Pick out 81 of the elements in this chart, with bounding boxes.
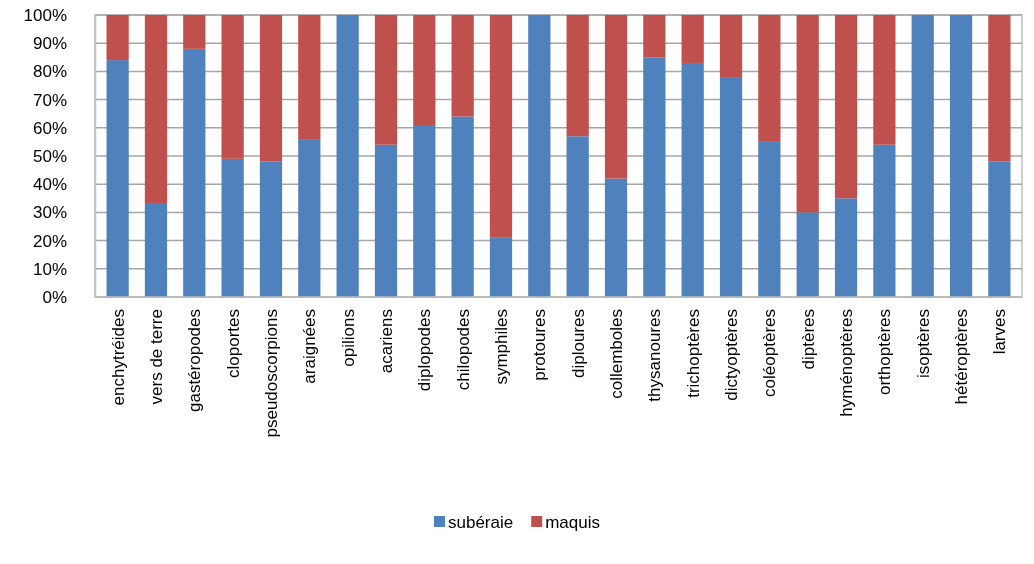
bar xyxy=(566,15,589,137)
x-tick-label: vers de terre xyxy=(146,309,166,405)
bar xyxy=(911,15,934,297)
bar xyxy=(144,15,168,204)
bar xyxy=(259,161,283,297)
x-tick-label: pseudoscorpions xyxy=(261,309,281,438)
bar xyxy=(183,48,206,297)
x-tick-label: isoptères xyxy=(913,309,933,378)
x-tick-label: diplopodes xyxy=(415,309,435,392)
bar xyxy=(796,212,819,297)
bar xyxy=(758,141,781,297)
x-tick-label: chilopodes xyxy=(453,309,473,391)
x-tick-label: enchytréides xyxy=(108,309,128,406)
y-tick-label: 90% xyxy=(32,34,67,54)
x-tick-label: dictyoptères xyxy=(721,309,741,401)
y-tick-label: 10% xyxy=(32,259,67,279)
y-tick-label: 60% xyxy=(32,118,67,138)
bar xyxy=(374,15,398,145)
bar xyxy=(413,124,436,297)
y-tick-label: 30% xyxy=(32,203,67,223)
bar xyxy=(681,62,704,297)
bar xyxy=(873,15,896,145)
bar xyxy=(604,178,628,297)
bar xyxy=(643,15,666,58)
x-tick-label: araignées xyxy=(300,309,320,384)
x-tick-label: larves xyxy=(990,309,1010,355)
bar xyxy=(949,15,973,297)
bar xyxy=(604,15,628,179)
y-tick-label: 70% xyxy=(32,90,67,110)
x-tick-label: opilions xyxy=(338,309,358,367)
x-tick-label: acariens xyxy=(376,309,396,374)
bar xyxy=(643,57,666,297)
bar xyxy=(873,144,896,297)
y-tick-label: 0% xyxy=(42,287,67,307)
bar xyxy=(988,15,1011,162)
x-tick-label: diploures xyxy=(568,309,588,378)
bar xyxy=(451,15,474,117)
bar xyxy=(681,15,704,63)
bar xyxy=(796,15,819,213)
bar xyxy=(106,15,129,61)
bar xyxy=(298,139,321,297)
x-tick-label: hétéroptères xyxy=(951,309,971,405)
bar xyxy=(719,77,743,297)
bar xyxy=(566,136,589,297)
x-tick-label: cloportes xyxy=(223,309,243,378)
x-tick-label: thysanoures xyxy=(645,309,665,402)
x-tick-label: orthoptères xyxy=(875,309,895,395)
x-tick-label: protoures xyxy=(530,309,550,381)
bar xyxy=(336,15,359,297)
bar xyxy=(834,15,858,199)
bar xyxy=(834,198,858,297)
y-tick-label: 100% xyxy=(23,5,67,25)
bar xyxy=(988,161,1011,297)
y-tick-label: 40% xyxy=(32,175,67,195)
y-tick-label: 50% xyxy=(32,146,67,166)
bar xyxy=(259,15,283,162)
y-tick-label: 80% xyxy=(32,62,67,82)
x-tick-label: coléoptères xyxy=(760,309,780,397)
bar xyxy=(221,15,244,159)
x-tick-label: symphiles xyxy=(491,309,511,385)
bar xyxy=(451,116,474,297)
x-tick-label: trichoptères xyxy=(683,309,703,398)
y-tick-label: 20% xyxy=(32,231,67,251)
bar xyxy=(183,15,206,49)
bar xyxy=(374,144,398,297)
bar xyxy=(719,15,743,78)
bar xyxy=(221,158,244,297)
bar xyxy=(758,15,781,142)
bar xyxy=(489,15,513,238)
x-tick-label: diptères xyxy=(798,309,818,370)
bar xyxy=(489,237,513,297)
bar xyxy=(528,15,551,297)
bar xyxy=(413,15,436,125)
x-tick-label: gastéropodes xyxy=(185,309,205,413)
bar xyxy=(144,203,168,297)
legend-label: subéraie xyxy=(447,512,514,532)
legend-label: maquis xyxy=(545,512,601,532)
x-tick-label: hyménoptères xyxy=(836,309,856,417)
bar xyxy=(106,60,129,297)
x-tick-label: collemboles xyxy=(606,309,626,399)
bar xyxy=(298,15,321,140)
